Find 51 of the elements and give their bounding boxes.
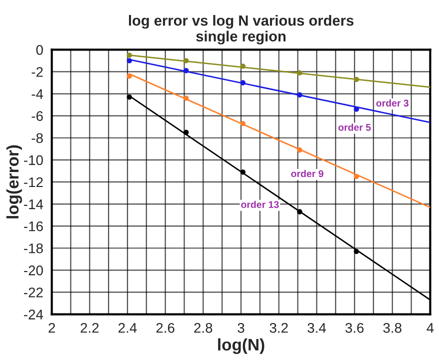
y-tick-label: -10 bbox=[24, 155, 43, 166]
x-tick-label: 3.4 bbox=[308, 322, 326, 333]
point bbox=[126, 52, 132, 58]
point bbox=[184, 130, 189, 135]
y-tick-label: -16 bbox=[24, 221, 43, 232]
point bbox=[297, 209, 302, 214]
point bbox=[240, 120, 246, 126]
point bbox=[184, 96, 189, 101]
x-axis-title: log(N) bbox=[218, 338, 264, 354]
point bbox=[184, 58, 189, 64]
point bbox=[354, 76, 360, 82]
y-axis-title: log(error) bbox=[6, 145, 22, 218]
x-tick-label: 3.8 bbox=[383, 322, 402, 333]
point bbox=[240, 169, 246, 175]
point bbox=[126, 74, 132, 79]
x-tick-label: 2 bbox=[48, 322, 55, 333]
point bbox=[126, 58, 132, 64]
x-tick-label: 2.2 bbox=[80, 322, 99, 333]
x-tick-label: 4 bbox=[426, 323, 434, 333]
annotation: order 9 bbox=[291, 170, 324, 178]
annotation: order 5 bbox=[338, 124, 371, 131]
y-tick-label: -18 bbox=[24, 243, 43, 254]
y-tick-label: -22 bbox=[24, 288, 43, 298]
y-tick-label: -2 bbox=[32, 67, 43, 77]
y-tick-label: -12 bbox=[24, 177, 43, 188]
y-tick-label: -4 bbox=[32, 89, 44, 99]
point bbox=[354, 174, 360, 180]
point bbox=[240, 80, 246, 86]
y-tick-label: -8 bbox=[32, 133, 43, 144]
x-tick-label: 2.6 bbox=[156, 322, 174, 333]
annotation: order 3 bbox=[376, 99, 409, 107]
y-tick-label: -24 bbox=[24, 310, 44, 320]
y-tick-label: -20 bbox=[24, 266, 43, 276]
x-tick-label: 3 bbox=[238, 322, 244, 333]
point bbox=[297, 70, 302, 76]
x-tick-label: 3.6 bbox=[345, 322, 364, 333]
annotation: order 13 bbox=[241, 200, 279, 208]
point bbox=[297, 92, 302, 98]
point bbox=[297, 147, 302, 153]
y-tick-label: -6 bbox=[32, 111, 43, 121]
y-tick-label: 0 bbox=[36, 45, 43, 55]
point bbox=[354, 248, 360, 254]
y-tick-label: -14 bbox=[24, 200, 44, 210]
x-tick-label: 2.8 bbox=[194, 322, 212, 333]
x-tick-label: 2.4 bbox=[118, 322, 137, 333]
point bbox=[354, 106, 360, 112]
chart-title: log error vs log N various orders single region bbox=[128, 15, 354, 44]
point bbox=[240, 64, 246, 69]
point bbox=[126, 94, 132, 100]
point bbox=[184, 68, 189, 74]
x-tick-label: 3.2 bbox=[270, 322, 288, 333]
